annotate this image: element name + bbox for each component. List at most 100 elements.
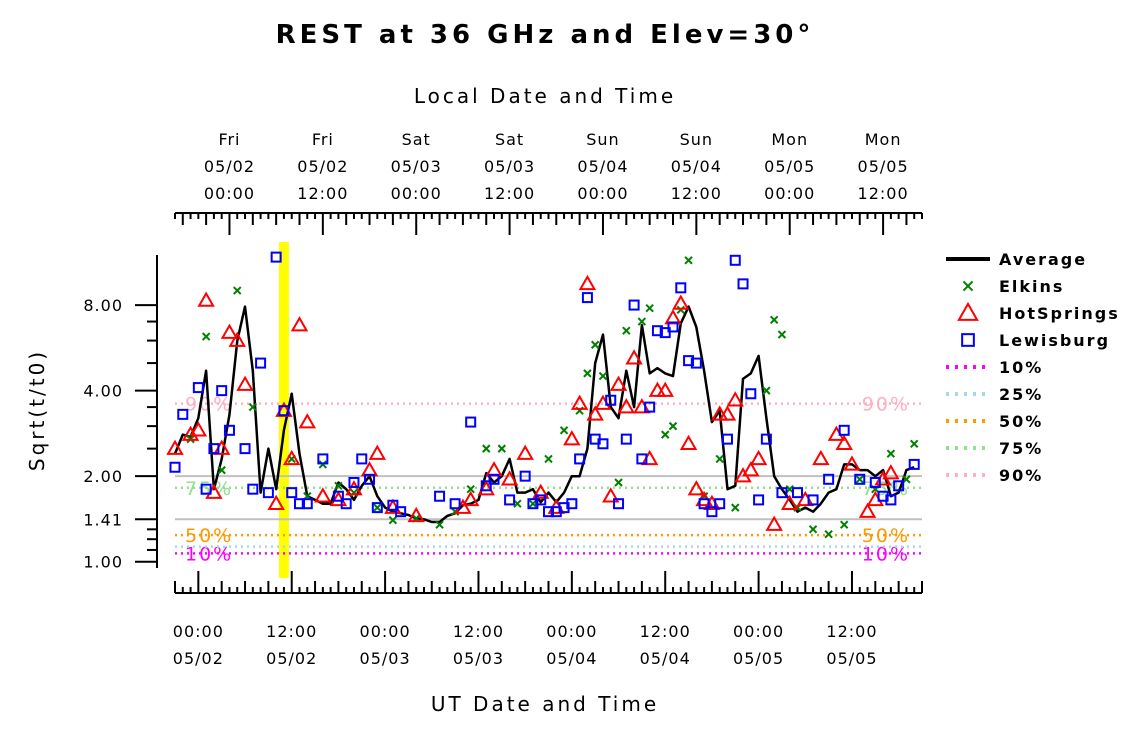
point-hotsprings bbox=[602, 487, 620, 503]
point-hotsprings bbox=[461, 490, 480, 507]
point-elkins bbox=[497, 444, 507, 453]
top-tick-label-date: 05/02 bbox=[297, 157, 348, 176]
legend: Average Elkins HotSprings Lewisburg 10% 25% 50… bbox=[946, 250, 1120, 485]
point-lewisburg bbox=[854, 473, 866, 485]
point-elkins bbox=[435, 520, 444, 529]
bottom-tick-label-date: 05/04 bbox=[640, 649, 691, 668]
point-lewisburg bbox=[387, 499, 399, 511]
point-hotsprings bbox=[625, 349, 643, 365]
point-elkins bbox=[544, 454, 553, 464]
point-elkins bbox=[777, 330, 787, 339]
point-elkins bbox=[661, 430, 670, 439]
point-lewisburg bbox=[208, 443, 220, 455]
point-hotsprings bbox=[166, 439, 184, 455]
bottom-tick-label-time: 12:00 bbox=[640, 622, 691, 641]
point-lewisburg bbox=[893, 480, 905, 492]
point-hotsprings bbox=[617, 398, 636, 414]
point-lewisburg bbox=[294, 498, 305, 510]
bottom-axis-title: UT Date and Time bbox=[431, 692, 659, 716]
point-hotsprings bbox=[290, 316, 309, 332]
point-lewisburg bbox=[348, 476, 360, 488]
percentile-label-right: 10% bbox=[862, 543, 910, 565]
point-lewisburg bbox=[721, 433, 733, 445]
top-tick-label-time: 00:00 bbox=[204, 184, 255, 203]
point-elkins bbox=[762, 386, 771, 395]
top-tick-label-date: 05/03 bbox=[391, 157, 442, 176]
top-tick-label-date: 05/05 bbox=[858, 157, 909, 176]
percentile-label-left: 50% bbox=[185, 525, 233, 547]
bottom-tick-label-time: 00:00 bbox=[546, 622, 597, 641]
point-hotsprings bbox=[314, 487, 332, 503]
bottom-tick-label-date: 05/02 bbox=[266, 649, 317, 668]
point-lewisburg bbox=[706, 506, 718, 518]
point-elkins bbox=[676, 305, 685, 315]
point-hotsprings bbox=[882, 464, 900, 480]
point-lewisburg bbox=[449, 498, 461, 510]
bottom-tick-label-time: 12:00 bbox=[453, 622, 504, 641]
y-tick-label: 2.00 bbox=[83, 467, 123, 486]
point-elkins bbox=[622, 326, 631, 335]
top-tick-label-time: 12:00 bbox=[297, 184, 348, 203]
top-tick-label-day: Sun bbox=[586, 130, 619, 149]
point-lewisburg bbox=[729, 254, 741, 266]
point-hotsprings bbox=[197, 291, 215, 307]
point-elkins bbox=[886, 449, 896, 458]
top-tick-label-time: 12:00 bbox=[484, 184, 535, 203]
point-lewisburg bbox=[698, 498, 710, 510]
point-elkins bbox=[824, 529, 833, 539]
top-tick-label-time: 00:00 bbox=[764, 184, 815, 203]
point-lewisburg bbox=[364, 473, 376, 485]
top-tick-label-time: 00:00 bbox=[577, 184, 628, 203]
point-hotsprings bbox=[858, 502, 877, 518]
point-hotsprings bbox=[843, 455, 861, 471]
point-elkins bbox=[482, 444, 491, 453]
point-elkins bbox=[201, 332, 211, 341]
point-elkins bbox=[910, 439, 919, 448]
grid-layer bbox=[175, 475, 922, 521]
point-hotsprings bbox=[812, 449, 830, 466]
point-lewisburg bbox=[574, 453, 586, 465]
point-elkins bbox=[614, 478, 623, 487]
point-lewisburg bbox=[675, 282, 687, 294]
top-tick-label-day: Sun bbox=[680, 130, 713, 149]
point-lewisburg bbox=[278, 405, 290, 417]
chart-title: REST at 36 GHz and Elev=30° bbox=[276, 20, 815, 50]
point-hotsprings bbox=[718, 405, 737, 421]
bottom-tick-label-time: 12:00 bbox=[826, 622, 877, 641]
point-hotsprings bbox=[282, 449, 301, 466]
point-lewisburg bbox=[535, 494, 547, 506]
legend-label-elkins: Elkins bbox=[999, 277, 1064, 296]
point-lewisburg bbox=[223, 424, 235, 436]
point-elkins bbox=[715, 454, 724, 464]
point-lewisburg bbox=[177, 408, 189, 420]
point-lewisburg bbox=[807, 494, 819, 506]
point-lewisburg bbox=[690, 357, 702, 369]
legend-label-average: Average bbox=[999, 250, 1087, 269]
point-lewisburg bbox=[581, 292, 593, 304]
point-lewisburg bbox=[776, 487, 788, 499]
percentile-label-left: 75% bbox=[185, 478, 233, 500]
point-lewisburg bbox=[745, 388, 757, 400]
point-elkins bbox=[583, 369, 592, 378]
point-hotsprings bbox=[578, 274, 597, 291]
top-tick-label-time: 00:00 bbox=[391, 184, 442, 203]
point-elkins bbox=[839, 520, 849, 529]
point-elkins bbox=[233, 286, 242, 295]
percentile-layer: 10% 10%50% 50%75% 75%90% 90% bbox=[175, 394, 922, 565]
top-tick-label-day: Fri bbox=[218, 130, 240, 149]
point-lewisburg bbox=[838, 424, 850, 436]
bottom-tick-label-date: 05/05 bbox=[733, 649, 784, 668]
legend-label-hotsprings: HotSprings bbox=[999, 304, 1120, 323]
axes-layer: 1.00 1.41 2.00 4.00 8.00 Fri 05/02 00:00 Fri 05/0… bbox=[83, 130, 923, 668]
top-tick-label-time: 12:00 bbox=[671, 184, 722, 203]
y-tick-label: 1.00 bbox=[83, 553, 123, 572]
point-lewisburg bbox=[255, 357, 267, 369]
point-hotsprings bbox=[765, 515, 783, 531]
legend-swatch-elkins bbox=[962, 280, 974, 292]
point-lewisburg bbox=[270, 251, 282, 263]
point-lewisburg bbox=[597, 438, 609, 450]
top-tick-label-day: Sat bbox=[402, 130, 431, 149]
point-hotsprings bbox=[570, 394, 589, 410]
top-tick-label-date: 05/02 bbox=[204, 157, 255, 176]
